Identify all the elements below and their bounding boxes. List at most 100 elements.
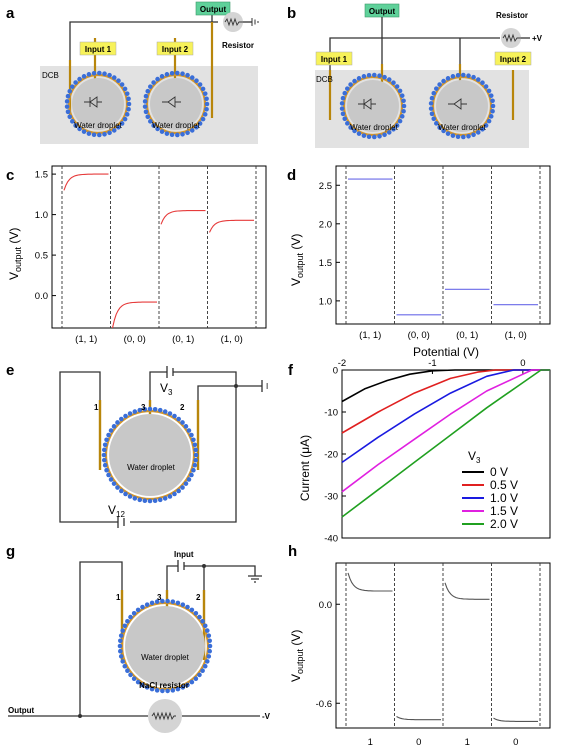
droplet-core: [436, 80, 488, 132]
lipid-head: [386, 77, 392, 82]
lipid-head: [486, 88, 492, 94]
lipid-head: [143, 93, 149, 99]
lipid-head: [77, 76, 82, 82]
droplet-core: [150, 78, 202, 130]
lipid-head: [490, 98, 495, 104]
lipid-head: [125, 618, 130, 624]
lipid-head: [116, 124, 121, 130]
lipid-head: [483, 84, 489, 89]
panel-b: b Output Resistor +V Input 1 Input 2 DCB…: [287, 3, 543, 148]
panel-c: c 0.0 0.5 1.0 1.5 (1, 1) (0, 0) (0, 1) (1, 0) V…: [6, 165, 267, 345]
lipid-head: [356, 76, 362, 81]
panel-a-output-box: [195, 1, 231, 16]
y-tick-label: -20: [324, 450, 338, 461]
panel-g: g Input 1 3 2 Water droplet NaCl resisto…: [6, 543, 271, 733]
lipid-head: [397, 88, 403, 94]
lipid-head: [126, 96, 131, 102]
lipid-head: [401, 108, 406, 114]
panel-e: e V12 V3 I 1 3 2 Water droplet: [6, 362, 268, 528]
y-tick-label: 0: [333, 366, 338, 377]
lipid-head: [192, 462, 198, 468]
lipid-head: [192, 442, 198, 448]
lipid-head: [73, 123, 78, 128]
lipid-head: [147, 406, 153, 412]
lipid-head: [342, 116, 348, 122]
lipid-head: [397, 118, 403, 124]
lipid-head: [206, 633, 212, 638]
panel-f-label: f: [288, 362, 294, 379]
lipid-head: [441, 128, 446, 134]
panel-a: a Output Resistor DCB Input 1 Input 2 Wa…: [6, 1, 259, 144]
lipid-head: [118, 638, 123, 644]
lipid-head: [189, 128, 195, 133]
lipid-head: [102, 71, 107, 76]
lipid-head: [200, 116, 206, 122]
lipid-head: [73, 80, 78, 85]
lipid-head: [394, 84, 400, 89]
lipid-head: [148, 119, 153, 124]
lipid-head: [151, 80, 156, 85]
lipid-head: [185, 604, 190, 610]
lipid-head: [122, 116, 128, 122]
lipid-head: [471, 132, 476, 138]
lipid-head: [441, 78, 446, 84]
lipid-head: [137, 407, 143, 413]
lipid-head: [122, 623, 128, 629]
lipid-head: [434, 86, 439, 91]
panel-b-droplet-1: [339, 72, 407, 140]
lipid-head: [180, 71, 185, 76]
panel-b-droplet1-label: Water droplet: [350, 123, 399, 132]
panel-e-electrode3-label: 3: [141, 403, 146, 412]
lipid-head: [102, 132, 107, 137]
lipid-head: [159, 74, 165, 79]
panel-a-input1-label: Input 1: [85, 45, 112, 54]
lipid-head: [204, 628, 210, 633]
panel-b-diode-2-icon: [448, 98, 467, 110]
lipid-head: [135, 607, 141, 613]
lipid-head: [111, 481, 117, 486]
lipid-head: [431, 90, 437, 96]
lipid-head: [180, 420, 185, 425]
y-tick-label: 0.0: [319, 600, 332, 611]
panel-g-nacl-label: NaCl resistor: [139, 681, 189, 690]
x-tick-label: 0: [513, 737, 518, 748]
lipid-head: [140, 682, 145, 688]
lipid-head: [154, 688, 160, 693]
lipid-head: [377, 134, 382, 139]
panel-e-droplet: [101, 406, 199, 504]
x-tick-label: (0, 1): [456, 330, 478, 341]
lipid-head: [339, 101, 345, 106]
lipid-head: [120, 659, 126, 664]
lipid-head: [64, 104, 70, 109]
lipid-head: [157, 497, 163, 503]
lipid-head: [204, 106, 209, 112]
x-tick-label: -1: [428, 358, 436, 369]
lipid-head: [399, 114, 405, 119]
lipid-head: [118, 648, 123, 654]
lipid-head: [352, 128, 357, 134]
x-tick-label: (1, 0): [505, 330, 527, 341]
lipid-head: [115, 420, 120, 425]
lipid-head: [67, 88, 73, 94]
lipid-head: [128, 672, 133, 678]
lipid-head: [488, 114, 494, 119]
lipid-head: [372, 72, 377, 78]
lipid-head: [104, 467, 109, 473]
lipid-head: [366, 72, 372, 78]
lipid-head: [193, 610, 199, 616]
y-tick-label: 0.5: [35, 251, 48, 262]
panel-f-legend: 0 V0.5 V1.0 V1.5 V2.0 V: [462, 465, 518, 531]
panel-b-droplet2-label: Water droplet: [438, 123, 487, 132]
panel-b-input2-label: Input 2: [500, 55, 527, 64]
lipid-head: [169, 132, 175, 138]
y-tick-label: 1.0: [319, 296, 332, 307]
lipid-head: [107, 130, 112, 136]
droplet-core: [109, 414, 191, 496]
lipid-head: [372, 134, 377, 140]
panel-h-plot: 0.0 -0.6 1 0 1 0: [316, 563, 541, 748]
panel-d-label: d: [287, 167, 296, 184]
lipid-head: [77, 126, 82, 132]
lipid-head: [194, 124, 199, 130]
lipid-head: [450, 133, 456, 138]
